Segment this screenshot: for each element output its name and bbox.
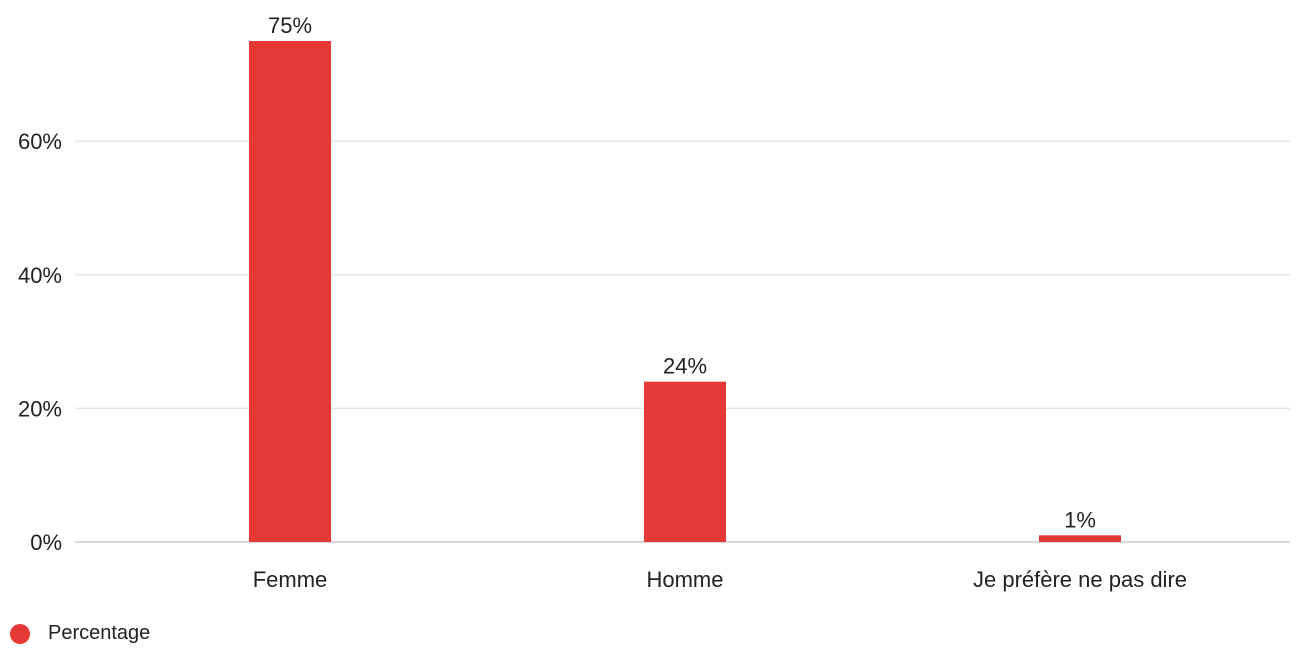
bar [1039, 535, 1121, 542]
bars: 75% 24% 1% [249, 13, 1121, 542]
y-tick-label: 60% [18, 129, 62, 154]
y-axis: 0% 20% 40% 60% [18, 129, 62, 555]
legend: Percentage [10, 622, 150, 645]
x-tick-label: Je préfère ne pas dire [973, 567, 1187, 592]
bar [249, 41, 331, 542]
y-tick-label: 0% [30, 530, 62, 555]
x-axis: Femme Homme Je préfère ne pas dire [253, 567, 1187, 592]
x-tick-label: Femme [253, 567, 328, 592]
y-tick-label: 40% [18, 263, 62, 288]
data-label: 24% [663, 354, 707, 379]
x-tick-label: Homme [646, 567, 723, 592]
legend-label: Percentage [48, 622, 151, 644]
legend-swatch [10, 623, 30, 644]
bar-chart: 0% 20% 40% 60% 75% 24% 1% Femme Homme Je préfèr… [18, 13, 1290, 592]
bar [644, 381, 726, 542]
data-label: 1% [1064, 507, 1096, 532]
data-label: 75% [268, 13, 312, 38]
y-tick-label: 20% [18, 396, 62, 421]
